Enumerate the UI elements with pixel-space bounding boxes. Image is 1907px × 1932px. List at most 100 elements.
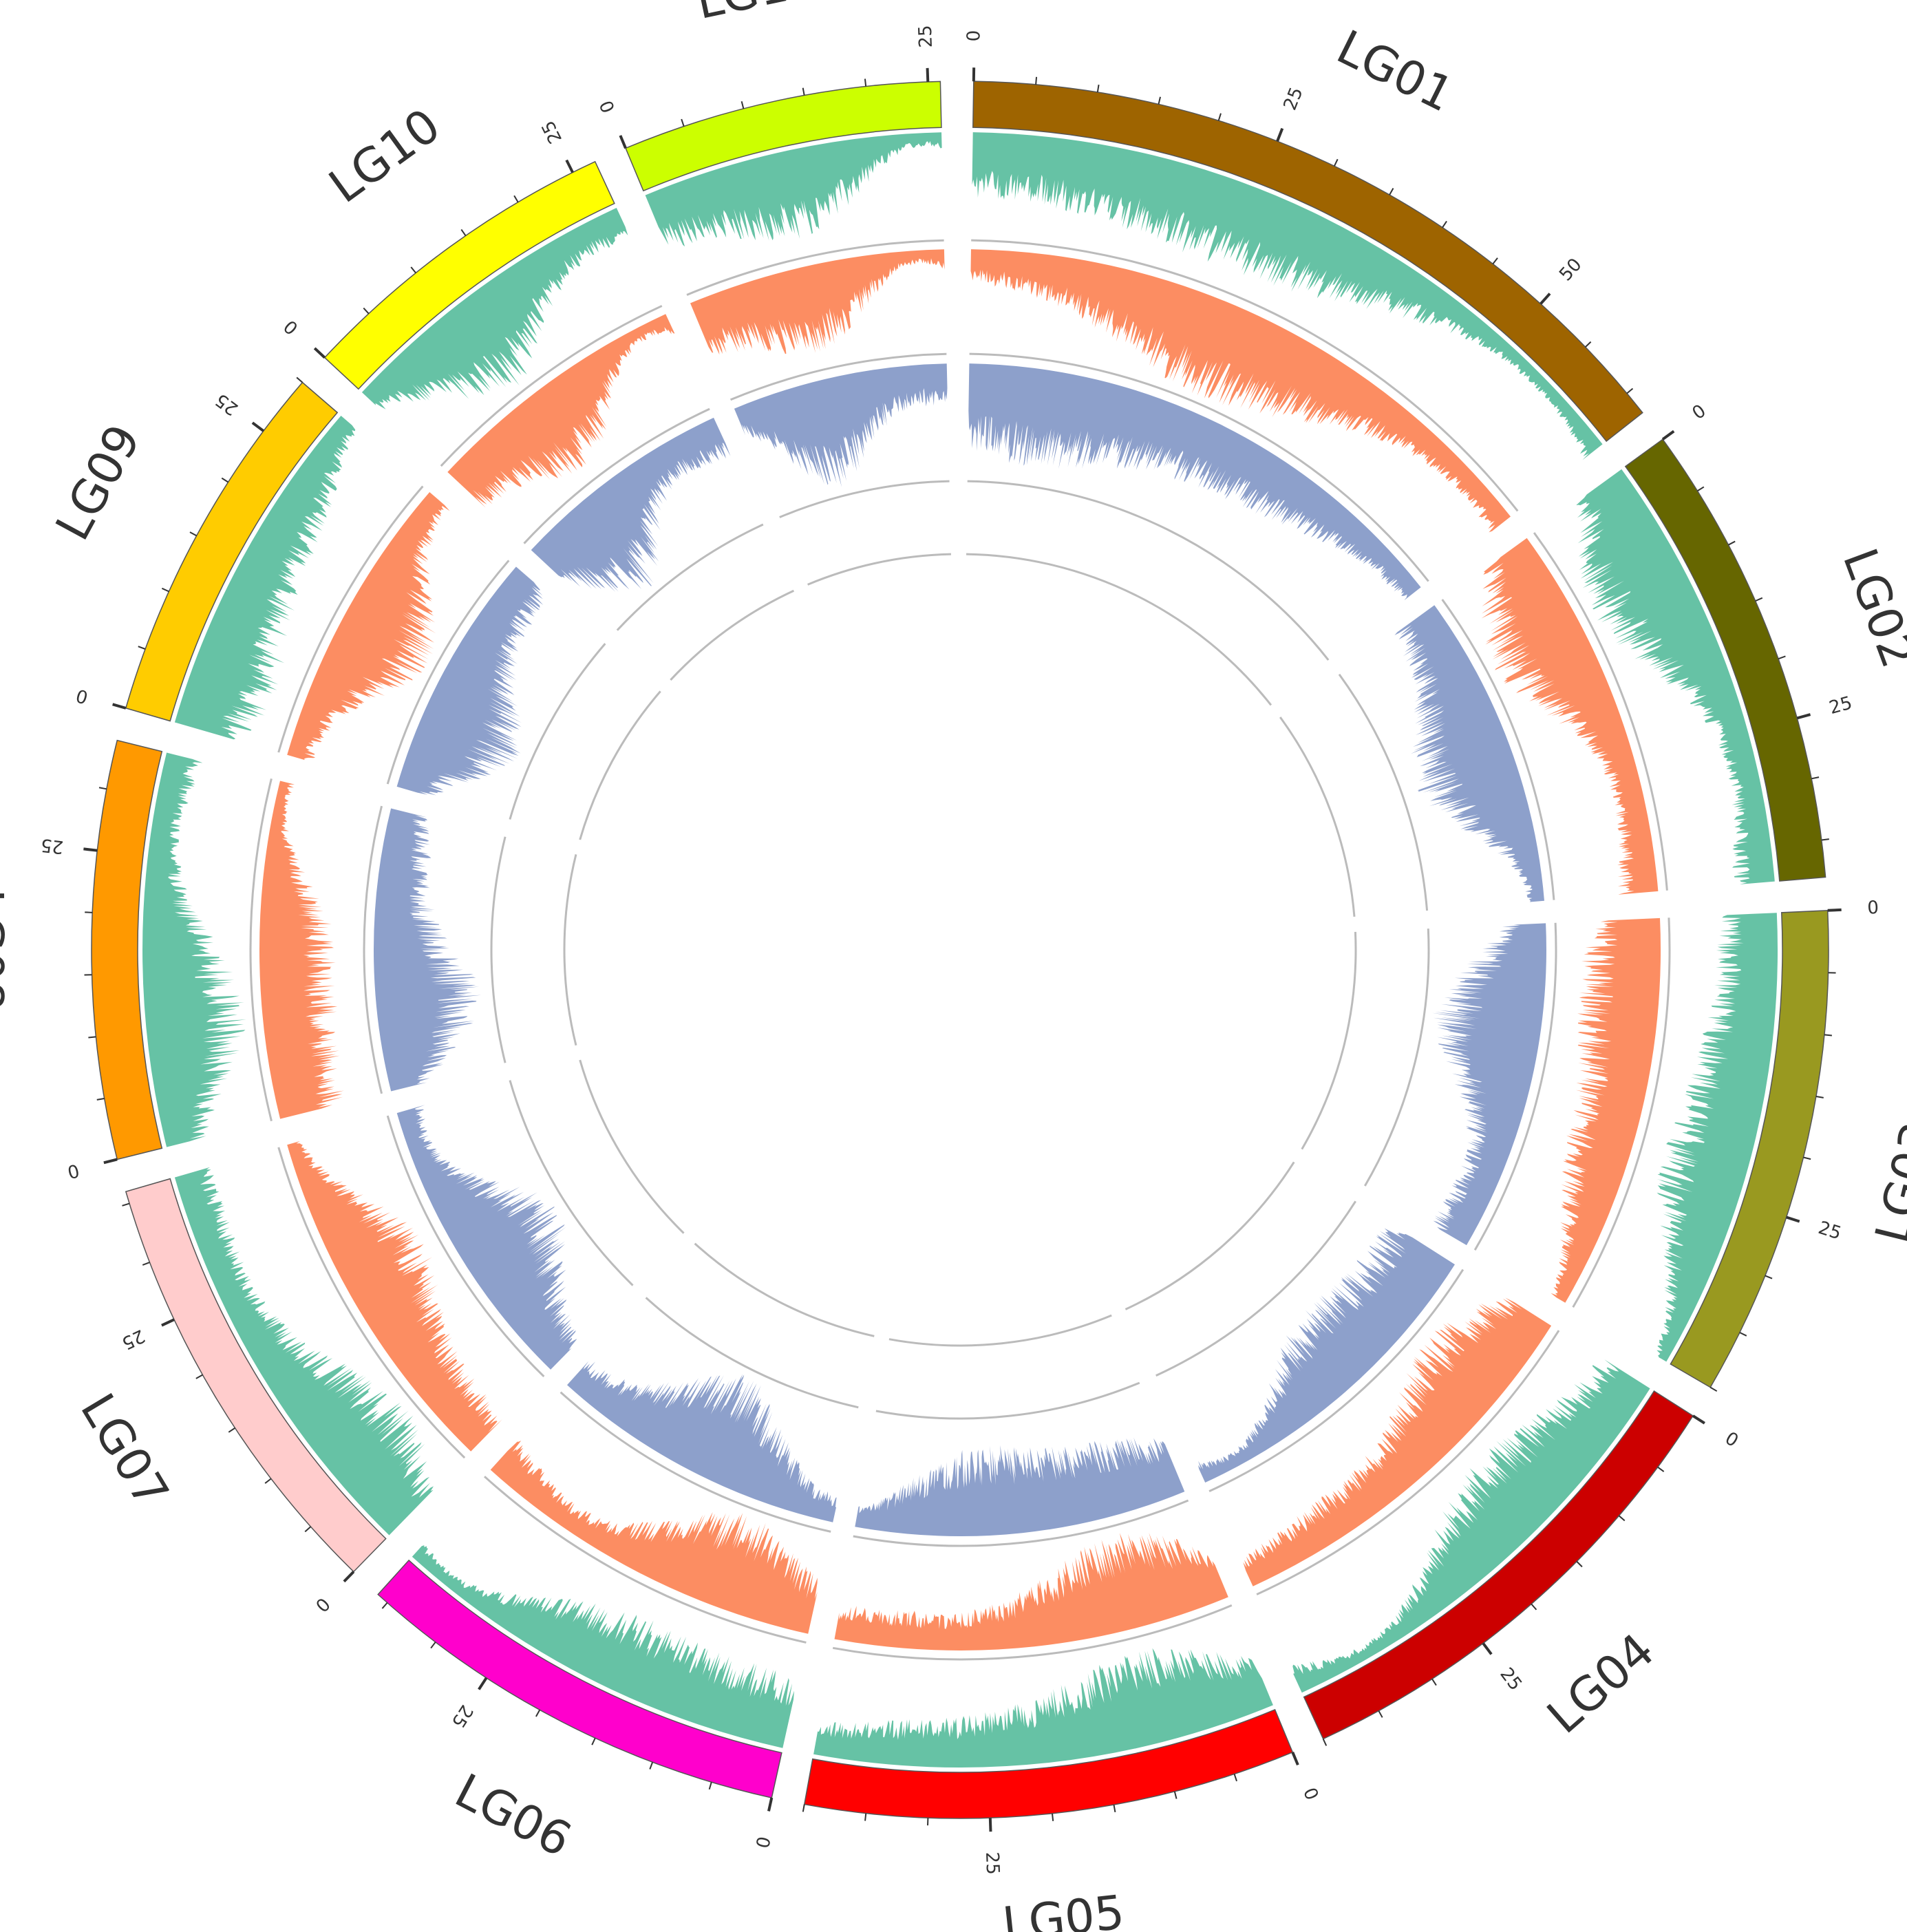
- track-axis: [686, 239, 944, 296]
- ideogram-ring: [91, 81, 1829, 1819]
- tick-major: [988, 1818, 992, 1832]
- ideogram-lg11[interactable]: [625, 81, 942, 192]
- tick-minor: [1803, 1156, 1811, 1160]
- tick-minor: [195, 1374, 203, 1379]
- tick-label: 25: [537, 117, 566, 147]
- ideogram-lg08[interactable]: [91, 739, 163, 1160]
- tick-minor: [708, 1781, 712, 1790]
- ideogram-lg07[interactable]: [125, 1178, 387, 1573]
- tick-minor: [161, 587, 169, 593]
- track-axis: [779, 480, 950, 518]
- track-axis: [969, 352, 1429, 582]
- tick-minor: [363, 307, 370, 315]
- track-1-lg11: [645, 132, 942, 247]
- tick-major: [767, 1797, 774, 1812]
- track-3-lg07: [396, 1105, 577, 1370]
- tick-label: 0: [280, 315, 303, 338]
- chromosome-label-lg04: LG04: [1537, 1623, 1665, 1744]
- tick-minor: [1173, 1791, 1178, 1799]
- tick-label: 50: [1555, 255, 1586, 286]
- data-tracks: [142, 132, 1778, 1768]
- track-axis: [1256, 1330, 1560, 1595]
- ideogram-lg10[interactable]: [323, 160, 615, 390]
- tick-minor: [1233, 1774, 1237, 1782]
- tick-label: 25: [447, 1701, 477, 1731]
- ideogram-lg09[interactable]: [125, 381, 339, 722]
- track-axis: [523, 407, 710, 544]
- tick-label: 25: [981, 1851, 1003, 1875]
- track-3-lg03: [1432, 923, 1546, 1246]
- chromosome-label-lg07: LG07: [70, 1385, 179, 1518]
- track-1-lg06: [412, 1545, 794, 1748]
- tick-label: 25: [1280, 85, 1308, 114]
- track-axis: [832, 1604, 1233, 1661]
- track-axis: [1155, 1200, 1356, 1377]
- track-1-lg03: [1656, 913, 1778, 1362]
- track-3-lg05: [855, 1437, 1185, 1537]
- track-3-lg01: [968, 363, 1421, 601]
- track-1-lg10: [361, 208, 628, 410]
- tick-minor: [802, 1804, 805, 1812]
- track-axis: [645, 1297, 859, 1409]
- empty-track-arc: [579, 690, 661, 840]
- tick-label: 0: [311, 1593, 334, 1616]
- tick-label: 0: [751, 1834, 774, 1850]
- tick-minor: [189, 531, 198, 537]
- ideogram-lg06[interactable]: [377, 1559, 782, 1798]
- tick-major: [112, 703, 127, 710]
- tick-minor: [1618, 1515, 1626, 1522]
- tick-minor: [460, 229, 467, 237]
- tick-minor: [1431, 1678, 1437, 1686]
- track-2-lg03: [1551, 917, 1661, 1303]
- ideogram-lg03[interactable]: [1670, 910, 1829, 1388]
- tick-minor: [1113, 1804, 1116, 1813]
- ideogram-lg05[interactable]: [803, 1708, 1294, 1819]
- empty-track-arc: [888, 1314, 1112, 1347]
- track-2-lg08: [259, 781, 344, 1119]
- ideogram-lg02[interactable]: [1624, 438, 1826, 882]
- empty-track-arc: [966, 553, 1272, 706]
- tick-minor: [1739, 1332, 1747, 1337]
- tick-label: 0: [963, 30, 984, 42]
- track-1-lg07: [174, 1167, 434, 1536]
- tick-label: 0: [1867, 898, 1879, 919]
- tick-minor: [1778, 655, 1786, 660]
- track-axis: [1441, 599, 1555, 900]
- track-3-lg02: [1394, 605, 1544, 902]
- tick-label: 25: [1815, 1218, 1844, 1244]
- tick-major: [343, 1571, 355, 1583]
- tick-minor: [1696, 486, 1705, 492]
- tick-minor: [98, 787, 107, 790]
- track-2-lg07: [287, 1141, 502, 1452]
- track-axis: [853, 1499, 1189, 1547]
- tick-minor: [1051, 1813, 1054, 1821]
- tick-minor: [142, 1262, 150, 1266]
- track-axis: [1338, 673, 1429, 911]
- empty-track-arc: [1279, 716, 1356, 917]
- tick-label: 25: [1827, 692, 1855, 719]
- tick-minor: [1492, 257, 1498, 265]
- tick-minor: [296, 376, 303, 383]
- tick-label: 0: [596, 97, 619, 116]
- track-axis: [490, 836, 507, 1063]
- tick-major: [619, 135, 627, 149]
- tick-minor: [430, 1642, 436, 1649]
- track-axis: [1364, 928, 1430, 1187]
- tick-label: 0: [65, 1159, 81, 1182]
- tick-major: [1291, 1752, 1299, 1766]
- tick-major: [565, 159, 574, 173]
- tick-minor: [1821, 838, 1829, 841]
- tick-minor: [1389, 188, 1394, 195]
- tick-minor: [228, 1427, 235, 1433]
- ideogram-lg04[interactable]: [1303, 1390, 1694, 1740]
- track-1-lg01: [972, 132, 1603, 460]
- track-3-lg10: [531, 417, 731, 592]
- tick-major: [1482, 1642, 1493, 1655]
- track-axis: [509, 643, 606, 820]
- tick-label: 25: [211, 389, 242, 419]
- track-3-lg04: [1198, 1228, 1455, 1483]
- empty-track: [563, 553, 1357, 1347]
- ideogram-lg01[interactable]: [972, 81, 1643, 443]
- track-axis: [616, 523, 764, 631]
- track-2-lg11: [690, 249, 945, 355]
